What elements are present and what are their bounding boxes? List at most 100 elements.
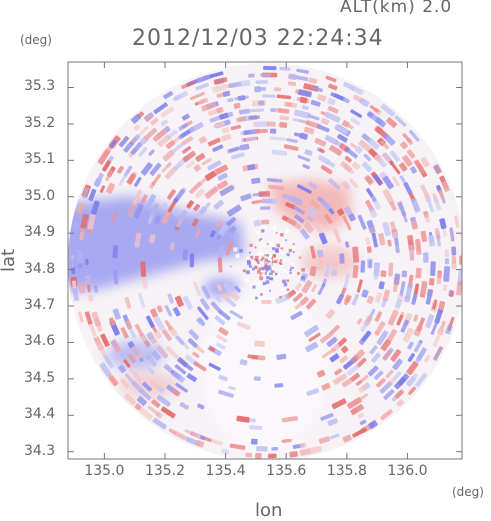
clutter-cell [279,249,283,253]
clutter-cell [266,243,269,245]
radar-cell [378,281,385,290]
radar-cell [442,284,448,292]
clutter-cell [263,285,267,289]
radar-cell [399,281,406,297]
radar-cell [309,266,317,277]
radar-cell [420,230,428,243]
clutter-cell [273,254,277,258]
radar-cell [156,394,171,407]
radar-cell [181,113,190,121]
clutter-cell [246,257,249,260]
radar-cell [123,393,137,406]
y-tick-label: 34.5 [24,369,56,386]
radar-cell [374,125,388,138]
clutter-cell [257,281,261,284]
x-axis-title: lon [255,500,283,521]
radar-cell [392,358,403,371]
clutter-cell [264,263,268,267]
radar-cell [411,220,418,230]
radar-cell [392,176,400,187]
radar-cell [308,445,323,455]
radar-cell [113,270,119,285]
radar-cell [226,216,237,226]
radar-cell [253,121,269,128]
radar-cell [299,132,309,140]
radar-cell [334,368,343,376]
radar-cell [305,298,317,310]
radar-cell [381,298,388,308]
clutter-cell [258,239,261,242]
radar-cell [195,440,205,448]
radar-cell [255,452,262,459]
y-tick-label: 35.3 [24,78,56,95]
radar-cell [154,215,162,225]
clutter-cell [260,258,263,262]
radar-cell [239,359,248,366]
clutter-cell [254,258,256,261]
radar-cell [230,124,242,131]
clutter-cell [259,276,264,281]
radar-cell [229,443,246,450]
radar-cell [130,141,143,156]
clutter-cell [271,260,274,263]
radar-cell [240,79,251,87]
radar-cell [176,356,189,368]
radar-cell [318,232,328,245]
radar-cell [179,402,190,410]
radar-cell [163,91,174,100]
clutter-cell [290,263,295,267]
radar-cell [129,367,142,382]
radar-cell [279,115,289,121]
clutter-cell [279,259,283,262]
radar-cell [303,222,314,234]
radar-disc [68,63,462,459]
clutter-cell [282,279,286,284]
radar-cell [266,121,276,127]
radar-cell [144,112,154,121]
clutter-cell [281,288,284,291]
radar-cell [199,298,210,311]
radar-cell [339,253,345,264]
radar-cell [131,134,141,144]
radar-cell [343,295,351,306]
radar-cell [285,102,293,107]
radar-cell [453,215,460,228]
radar-cell [271,447,279,451]
radar-cell [208,362,221,371]
radar-cell [363,153,372,162]
radar-cell [88,188,97,202]
radar-cell [389,201,397,211]
radar-cell [413,342,422,353]
radar-cell [249,425,263,430]
radar-cell [254,128,268,134]
radar-cell [222,90,231,97]
radar-cell [161,211,172,225]
y-axis-unit: (deg) [20,33,52,47]
radar-cell [369,105,380,113]
radar-cell [373,264,380,280]
radar-cell [150,308,158,318]
radar-cell [197,403,205,410]
radar-cell [448,290,454,298]
radar-cell [279,66,291,71]
clutter-cell [270,277,274,280]
radar-cell [303,324,320,337]
radar-cell [368,420,378,430]
radar-cell [256,446,268,452]
radar-cell [217,257,223,273]
clutter-cell [280,233,284,237]
clutter-cell [263,265,268,270]
radar-cell [218,224,229,237]
radar-cell [199,202,211,215]
radar-cell [174,90,188,101]
radar-cell [430,321,438,335]
radar-cell [207,160,222,171]
clutter-cell [285,239,287,241]
radar-cell [330,92,344,101]
radar-cell [268,184,284,191]
clutter-cell [246,270,250,275]
radar-cell [410,166,417,174]
radar-cell [195,153,206,162]
radar-cell [406,137,414,146]
radar-cell [136,396,147,406]
